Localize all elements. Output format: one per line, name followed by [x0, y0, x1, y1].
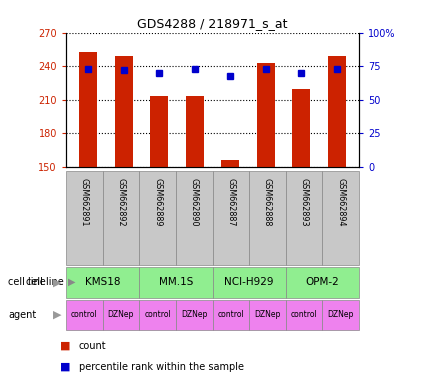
Text: NCI-H929: NCI-H929 [224, 277, 274, 287]
Bar [323, 300, 359, 330]
Text: count: count [79, 341, 106, 351]
Bar [102, 300, 139, 330]
Text: GSM662892: GSM662892 [116, 179, 125, 227]
Text: DZNep: DZNep [181, 310, 207, 319]
Bar [176, 300, 212, 330]
Bar [176, 171, 212, 265]
Bar [257, 63, 275, 167]
Text: ■: ■ [60, 341, 70, 351]
Text: control: control [144, 310, 171, 319]
Bar [79, 52, 97, 167]
Bar [115, 56, 133, 167]
Bar [286, 267, 359, 298]
Text: GDS4288 / 218971_s_at: GDS4288 / 218971_s_at [137, 17, 288, 30]
Bar [102, 171, 139, 265]
Bar [150, 96, 168, 167]
Bar [186, 96, 204, 167]
Bar [212, 300, 249, 330]
Text: MM.1S: MM.1S [159, 277, 193, 287]
Bar [286, 300, 323, 330]
Text: GSM662887: GSM662887 [227, 179, 235, 227]
Text: control: control [291, 310, 317, 319]
Bar [286, 171, 323, 265]
Bar [139, 267, 212, 298]
Text: ▶: ▶ [53, 277, 62, 287]
Text: percentile rank within the sample: percentile rank within the sample [79, 362, 244, 372]
Text: GSM662890: GSM662890 [190, 179, 198, 227]
Text: GSM662894: GSM662894 [336, 179, 345, 227]
Text: cell line: cell line [8, 277, 46, 287]
Bar [249, 171, 286, 265]
Text: GSM662893: GSM662893 [300, 179, 309, 227]
Text: DZNep: DZNep [328, 310, 354, 319]
Text: KMS18: KMS18 [85, 277, 120, 287]
Bar [212, 171, 249, 265]
Text: control: control [218, 310, 244, 319]
Bar [139, 171, 176, 265]
Text: DZNep: DZNep [254, 310, 280, 319]
Text: GSM662888: GSM662888 [263, 179, 272, 227]
Text: agent: agent [8, 310, 37, 320]
Bar [249, 300, 286, 330]
Bar [212, 267, 286, 298]
Bar [66, 171, 102, 265]
Bar [292, 89, 310, 167]
Bar [139, 300, 176, 330]
Bar [66, 300, 102, 330]
Text: control: control [71, 310, 98, 319]
Bar [221, 161, 239, 167]
Bar [328, 56, 346, 167]
Text: GSM662891: GSM662891 [80, 179, 89, 227]
Text: GSM662889: GSM662889 [153, 179, 162, 227]
Bar [66, 267, 139, 298]
Text: cell line: cell line [26, 277, 64, 287]
Text: ■: ■ [60, 362, 70, 372]
Text: ▶: ▶ [68, 277, 76, 287]
Text: OPM-2: OPM-2 [306, 277, 339, 287]
Text: ▶: ▶ [53, 310, 62, 320]
Bar [323, 171, 359, 265]
Text: DZNep: DZNep [108, 310, 134, 319]
